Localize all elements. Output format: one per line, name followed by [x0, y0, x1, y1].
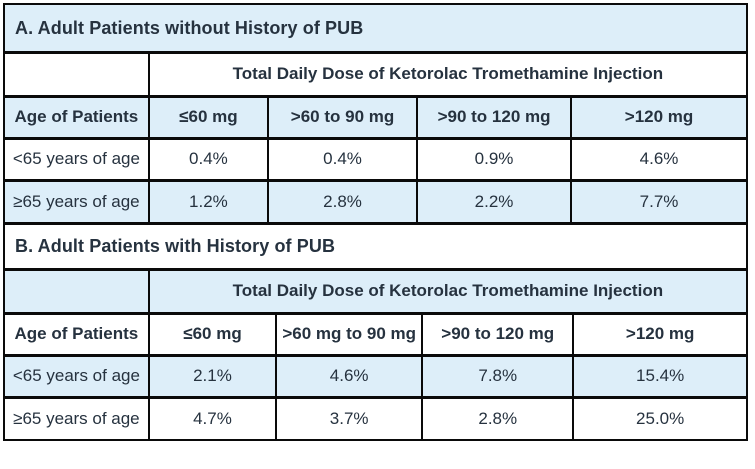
data-cell: 2.8% [421, 395, 575, 439]
col-header-60-90mg: >60 mg to 90 mg [275, 311, 424, 357]
data-cell: 0.4% [147, 136, 270, 182]
data-cell: 4.7% [147, 395, 278, 439]
table-row: Total Daily Dose of Ketorolac Tromethami… [5, 271, 746, 315]
data-cell: 0.9% [415, 136, 573, 182]
table-row: Age of Patients ≤60 mg >60 mg to 90 mg >… [5, 311, 746, 357]
section-a-header: A. Adult Patients without History of PUB [5, 5, 746, 54]
col-header-age-of-patients: Age of Patients [5, 94, 150, 140]
corner-cell-empty [5, 54, 150, 98]
data-cell: 15.4% [572, 353, 746, 399]
table-row: <65 years of age 2.1% 4.6% 7.8% 15.4% [5, 353, 746, 399]
table-without-history-pub: Total Daily Dose of Ketorolac Tromethami… [5, 54, 746, 222]
table-row: ≥65 years of age 4.7% 3.7% 2.8% 25.0% [5, 395, 746, 439]
row-label-65-and-over: ≥65 years of age [5, 395, 150, 439]
data-cell: 4.6% [275, 353, 424, 399]
row-label-under-65: <65 years of age [5, 136, 150, 182]
data-cell: 2.1% [147, 353, 278, 399]
col-header-gt-120mg: >120 mg [572, 311, 746, 357]
data-cell: 25.0% [572, 395, 746, 439]
corner-cell-empty [5, 271, 150, 315]
col-header-le-60mg: ≤60 mg [147, 94, 270, 140]
row-label-under-65: <65 years of age [5, 353, 150, 399]
row-label-65-and-over: ≥65 years of age [5, 178, 150, 222]
table-row: ≥65 years of age 1.2% 2.8% 2.2% 7.7% [5, 178, 746, 222]
table-row: <65 years of age 0.4% 0.4% 0.9% 4.6% [5, 136, 746, 182]
col-header-90-120mg: >90 to 120 mg [415, 94, 573, 140]
data-cell: 7.8% [421, 353, 575, 399]
col-header-gt-120mg: >120 mg [570, 94, 746, 140]
data-cell: 1.2% [147, 178, 270, 222]
table-with-history-pub: Total Daily Dose of Ketorolac Tromethami… [5, 271, 746, 439]
pub-incidence-panel: A. Adult Patients without History of PUB… [3, 3, 748, 441]
section-b-header: B. Adult Patients with History of PUB [5, 222, 746, 271]
data-cell: 2.2% [415, 178, 573, 222]
col-header-le-60mg: ≤60 mg [147, 311, 278, 357]
data-cell: 7.7% [570, 178, 746, 222]
data-cell: 4.6% [570, 136, 746, 182]
col-header-age-of-patients: Age of Patients [5, 311, 150, 357]
data-cell: 3.7% [275, 395, 424, 439]
table-row: Age of Patients ≤60 mg >60 to 90 mg >90 … [5, 94, 746, 140]
col-header-60-90mg: >60 to 90 mg [267, 94, 418, 140]
data-cell: 0.4% [267, 136, 418, 182]
col-header-90-120mg: >90 to 120 mg [421, 311, 575, 357]
table-row: Total Daily Dose of Ketorolac Tromethami… [5, 54, 746, 98]
span-header-total-daily-dose: Total Daily Dose of Ketorolac Tromethami… [147, 54, 746, 98]
data-cell: 2.8% [267, 178, 418, 222]
span-header-total-daily-dose: Total Daily Dose of Ketorolac Tromethami… [147, 271, 746, 315]
